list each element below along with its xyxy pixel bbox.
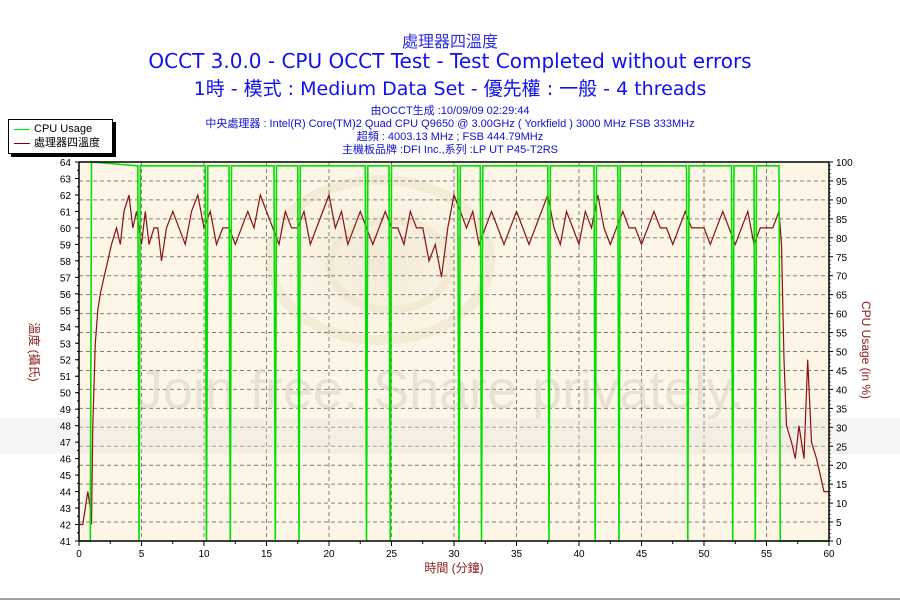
legend-swatch-green-icon [14,128,30,130]
x-tick-label: 50 [698,549,710,560]
y-left-tick-label: 48 [60,422,72,433]
x-tick-label: 0 [76,549,82,560]
y-left-tick-label: 59 [60,240,72,251]
y-left-tick-label: 60 [60,224,72,235]
y-left-tick-label: 49 [60,405,72,416]
y-right-tick-label: 0 [836,537,842,548]
y-left-tick-label: 54 [60,323,72,334]
x-tick-label: 25 [386,549,398,560]
y-left-tick-label: 52 [60,356,72,367]
y-left-tick-label: 51 [60,372,72,383]
x-tick-label: 55 [761,549,773,560]
grid-lines [79,162,829,541]
x-tick-label: 5 [139,549,145,560]
x-axis-label: 時間 (分鐘) [424,560,483,575]
y-right-tick-label: 60 [836,310,848,321]
y-right-tick-label: 75 [836,253,848,264]
y-left-tick-label: 61 [60,207,72,218]
y-right-tick-label: 35 [836,404,848,415]
y-left-tick-label: 42 [60,521,72,532]
chart-subtitle: OCCT 3.0.0 - CPU OCCT Test - Test Comple… [148,49,752,73]
cpu-info: 中央處理器 : Intel(R) Core(TM)2 Quad CPU Q965… [205,118,695,130]
y-left-tick-label: 43 [60,504,72,515]
test-mode-line: 1時 - 模式 : Medium Data Set - 優先權 : 一般 - 4… [193,78,707,100]
y-right-tick-label: 95 [836,177,848,188]
y-right-tick-label: 45 [836,366,848,377]
y-left-tick-label: 44 [60,488,72,499]
y-left-tick-label: 62 [60,191,72,202]
y-right-tick-label: 20 [836,461,848,472]
y-right-tick-label: 65 [836,291,848,302]
watermark-swirl [230,150,530,370]
watermark-text: Join free. Share privately. [136,360,744,420]
legend-item-temperature: 處理器四溫度 [14,136,100,150]
y-left-tick-label: 58 [60,257,72,268]
y-right-tick-label: 100 [836,158,853,169]
y-right-tick-label: 55 [836,329,848,340]
y-left-tick-label: 41 [60,537,72,548]
y-right-tick-label: 40 [836,385,848,396]
y-right-tick-label: 30 [836,423,848,434]
y-right-tick-label: 90 [836,196,848,207]
temperature-line [79,192,829,526]
overclock-info: 超頻 : 4003.13 MHz ; FSB 444.79MHz [356,131,544,143]
x-tick-label: 30 [448,549,460,560]
y-left-tick-label: 55 [60,306,72,317]
y-right-tick-label: 85 [836,215,848,226]
y-right-tick-label: 70 [836,272,848,283]
y-axis-left-label: 溫度 (攝氏) [27,322,42,381]
y-left-tick-label: 56 [60,290,72,301]
legend-item-cpu-usage: CPU Usage [14,122,92,136]
y-right-tick-label: 10 [836,499,848,510]
y-right-tick-label: 50 [836,348,848,359]
chart-legend: CPU Usage 處理器四溫度 [8,119,113,154]
y-right-tick-label: 25 [836,442,848,453]
y-left-tick-label: 64 [60,158,72,169]
y-left-tick-label: 53 [60,339,72,350]
x-tick-label: 60 [823,549,835,560]
y-axis-right-label: CPU Usage (in %) [859,301,873,399]
x-tick-label: 20 [323,549,335,560]
y-right-tick-label: 80 [836,234,848,245]
generated-timestamp: 由OCCT生成 :10/09/09 02:29:44 [370,105,530,117]
x-tick-label: 35 [511,549,523,560]
chart-title: 處理器四溫度 [401,32,498,51]
y-left-tick-label: 63 [60,174,72,185]
x-tick-label: 15 [261,549,273,560]
bottom-border [0,598,900,600]
y-right-tick-label: 5 [836,518,842,529]
legend-swatch-red-icon [14,142,30,144]
y-left-tick-label: 50 [60,389,72,400]
watermark-band [0,418,900,454]
y-right-tick-label: 15 [836,480,848,491]
y-left-tick-label: 47 [60,438,72,449]
x-tick-label: 45 [636,549,648,560]
x-tick-label: 40 [573,549,585,560]
y-left-tick-label: 57 [60,273,72,284]
axes: 4142434445464748495051525354555657585960… [60,158,853,560]
y-left-tick-label: 46 [60,455,72,466]
x-tick-label: 10 [198,549,210,560]
y-left-tick-label: 45 [60,471,72,482]
